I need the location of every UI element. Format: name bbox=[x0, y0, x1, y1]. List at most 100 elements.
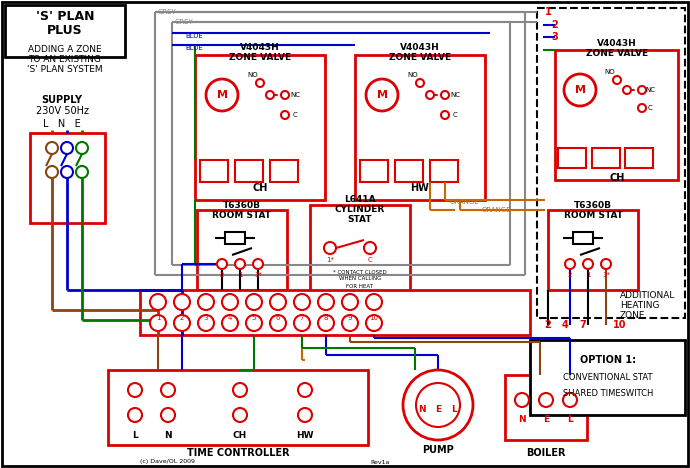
Text: 1: 1 bbox=[545, 7, 552, 17]
Text: 3*: 3* bbox=[254, 272, 262, 278]
Circle shape bbox=[515, 393, 529, 407]
Text: ZONE VALVE: ZONE VALVE bbox=[586, 49, 648, 58]
Text: BLUE: BLUE bbox=[185, 33, 203, 39]
Text: L: L bbox=[132, 431, 138, 439]
Circle shape bbox=[174, 315, 190, 331]
Circle shape bbox=[623, 86, 631, 94]
Text: PUMP: PUMP bbox=[422, 445, 454, 455]
Circle shape bbox=[233, 408, 247, 422]
Text: T6360B: T6360B bbox=[574, 200, 612, 210]
Circle shape bbox=[198, 315, 214, 331]
Text: 7: 7 bbox=[299, 315, 304, 321]
Circle shape bbox=[246, 294, 262, 310]
Circle shape bbox=[366, 294, 382, 310]
Text: 3*: 3* bbox=[602, 272, 610, 278]
Circle shape bbox=[366, 79, 398, 111]
Bar bbox=[555, 50, 678, 180]
Text: ROOM STAT: ROOM STAT bbox=[564, 211, 622, 219]
Text: 2: 2 bbox=[568, 272, 572, 278]
Text: NO: NO bbox=[408, 72, 418, 78]
Bar bbox=[537, 8, 685, 318]
Circle shape bbox=[364, 242, 376, 254]
Bar bbox=[310, 205, 410, 300]
Bar bbox=[140, 290, 530, 335]
Text: ADDING A ZONE: ADDING A ZONE bbox=[28, 45, 102, 54]
Text: ZONE VALVE: ZONE VALVE bbox=[229, 52, 291, 61]
Text: L: L bbox=[567, 416, 573, 424]
Text: SUPPLY: SUPPLY bbox=[41, 95, 83, 105]
Circle shape bbox=[150, 315, 166, 331]
Text: HEATING: HEATING bbox=[620, 300, 660, 309]
Text: V4043H: V4043H bbox=[240, 44, 280, 52]
Circle shape bbox=[403, 370, 473, 440]
Circle shape bbox=[61, 166, 73, 178]
Text: * CONTACT CLOSED: * CONTACT CLOSED bbox=[333, 270, 387, 275]
Text: HW: HW bbox=[411, 183, 429, 193]
Text: CYLINDER: CYLINDER bbox=[335, 205, 385, 214]
Text: 4: 4 bbox=[562, 320, 569, 330]
Circle shape bbox=[233, 383, 247, 397]
Circle shape bbox=[416, 79, 424, 87]
Circle shape bbox=[281, 111, 289, 119]
Text: ZONE VALVE: ZONE VALVE bbox=[389, 52, 451, 61]
Circle shape bbox=[565, 259, 575, 269]
Circle shape bbox=[253, 259, 263, 269]
Text: GREY: GREY bbox=[175, 19, 194, 25]
Circle shape bbox=[235, 259, 245, 269]
Circle shape bbox=[613, 76, 621, 84]
Circle shape bbox=[416, 383, 460, 427]
Text: NC: NC bbox=[645, 87, 655, 93]
Text: 3: 3 bbox=[204, 315, 208, 321]
Circle shape bbox=[294, 315, 310, 331]
Circle shape bbox=[298, 408, 312, 422]
Text: CONVENTIONAL STAT: CONVENTIONAL STAT bbox=[563, 373, 653, 382]
Bar bbox=[530, 340, 685, 415]
Circle shape bbox=[198, 294, 214, 310]
Circle shape bbox=[46, 142, 58, 154]
Circle shape bbox=[150, 294, 166, 310]
Text: 4: 4 bbox=[228, 315, 233, 321]
Text: 'S' PLAN: 'S' PLAN bbox=[36, 9, 95, 22]
Text: L: L bbox=[451, 405, 457, 415]
Text: 10: 10 bbox=[613, 320, 627, 330]
Text: 10: 10 bbox=[370, 315, 379, 321]
Text: M: M bbox=[377, 90, 388, 100]
Circle shape bbox=[583, 259, 593, 269]
Circle shape bbox=[441, 91, 449, 99]
Circle shape bbox=[246, 315, 262, 331]
Text: 7: 7 bbox=[580, 320, 586, 330]
Circle shape bbox=[76, 166, 88, 178]
Bar bbox=[360, 160, 388, 182]
Bar bbox=[395, 160, 423, 182]
Circle shape bbox=[281, 91, 289, 99]
Text: ROOM STAT: ROOM STAT bbox=[213, 211, 271, 219]
Text: PLUS: PLUS bbox=[47, 23, 83, 37]
Text: E: E bbox=[543, 416, 549, 424]
Text: GREY: GREY bbox=[158, 9, 177, 15]
Bar bbox=[505, 375, 587, 440]
Text: L641A: L641A bbox=[344, 196, 376, 205]
Text: (c) Dave/OL 2009: (c) Dave/OL 2009 bbox=[140, 460, 195, 465]
Bar bbox=[108, 370, 368, 445]
Circle shape bbox=[441, 111, 449, 119]
Text: N: N bbox=[164, 431, 172, 439]
Text: ADDITIONAL: ADDITIONAL bbox=[620, 291, 676, 300]
Circle shape bbox=[161, 408, 175, 422]
Text: 'S' PLAN SYSTEM: 'S' PLAN SYSTEM bbox=[27, 66, 103, 74]
Text: TO AN EXISTING: TO AN EXISTING bbox=[28, 56, 101, 65]
Circle shape bbox=[638, 104, 646, 112]
Circle shape bbox=[76, 142, 88, 154]
Text: L   N   E: L N E bbox=[43, 119, 81, 129]
Circle shape bbox=[46, 166, 58, 178]
Bar bbox=[548, 210, 638, 290]
Circle shape bbox=[601, 259, 611, 269]
Circle shape bbox=[564, 74, 596, 106]
Text: C: C bbox=[648, 105, 652, 111]
Text: Rev1a: Rev1a bbox=[370, 460, 389, 465]
Circle shape bbox=[222, 315, 238, 331]
Text: 2: 2 bbox=[551, 20, 558, 30]
Bar bbox=[30, 133, 105, 223]
Circle shape bbox=[256, 79, 264, 87]
Circle shape bbox=[294, 294, 310, 310]
Bar bbox=[197, 210, 287, 290]
